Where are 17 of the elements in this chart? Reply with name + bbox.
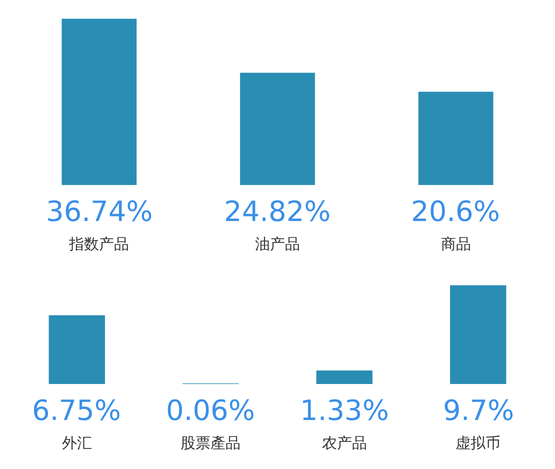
x-tick-label: 股票產品 [180, 434, 241, 452]
data-label: 1.33% [300, 394, 389, 427]
x-tick-label: 指数产品 [68, 235, 130, 253]
bar [48, 315, 105, 384]
data-label: 0.06% [166, 394, 255, 427]
data-label: 20.6% [411, 195, 500, 228]
x-tick-label: 外汇 [62, 434, 92, 452]
x-tick-label: 虚拟币 [456, 434, 501, 452]
data-label: 9.7% [443, 394, 514, 427]
bar [316, 370, 372, 384]
x-tick-label: 油产品 [255, 235, 300, 253]
bar [450, 285, 506, 384]
data-label: 6.75% [32, 394, 121, 427]
x-tick-label: 农产品 [322, 434, 367, 452]
x-tick-label: 商品 [440, 235, 471, 253]
data-label: 36.74% [46, 195, 153, 228]
data-label: 24.82% [224, 195, 331, 228]
